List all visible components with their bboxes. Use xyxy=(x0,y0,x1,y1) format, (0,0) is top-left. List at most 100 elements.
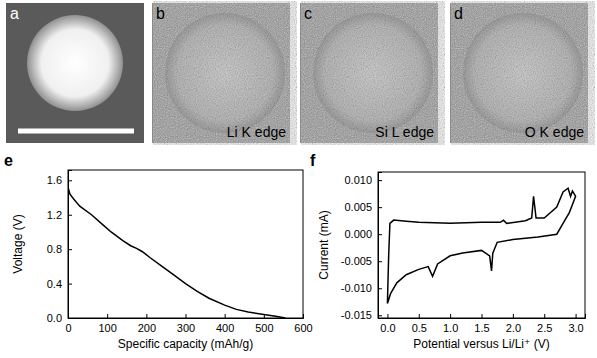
tick-mark xyxy=(513,314,514,318)
tick-label: 1.6 xyxy=(47,174,62,186)
tick: -0.005 xyxy=(341,255,382,267)
tick: 0.4 xyxy=(47,278,72,290)
tick-label: 0.005 xyxy=(344,201,372,213)
tick-mark xyxy=(68,284,72,285)
tick-label: 0.0 xyxy=(380,322,395,334)
tick-mark xyxy=(146,314,147,318)
tick: 600 xyxy=(294,314,312,334)
panel-caption: O K edge xyxy=(525,124,584,140)
tick-label: 1.5 xyxy=(474,322,489,334)
tick: -0.015 xyxy=(341,309,382,321)
tick: 1.2 xyxy=(47,209,72,221)
tick: 2.0 xyxy=(506,314,521,334)
tick: 0.005 xyxy=(344,201,382,213)
tick: 400 xyxy=(216,314,234,334)
image-background xyxy=(300,3,438,143)
tick: 500 xyxy=(255,314,273,334)
tick-label: 200 xyxy=(138,322,156,334)
image-panel: c Si L edge xyxy=(300,3,438,143)
tick: 100 xyxy=(98,314,116,334)
plot-frame xyxy=(68,170,303,318)
tick: 0.0 xyxy=(47,312,72,324)
tick: 0.0 xyxy=(380,314,395,334)
panel-caption: Li K edge xyxy=(227,124,286,140)
x-axis-title: Specific capacity (mAh/g) xyxy=(118,337,253,351)
panel-label: f xyxy=(310,152,316,169)
tick: 200 xyxy=(138,314,156,334)
image-panel: a xyxy=(6,3,144,143)
tick-label: 0.4 xyxy=(47,278,62,290)
tick: 0.000 xyxy=(344,228,382,240)
tick-mark xyxy=(68,215,72,216)
tick: 2.5 xyxy=(537,314,552,334)
chart: 0 100 200 300 400 500 600 0.0 0.4 0.8 1.2 1.6 Specif… xyxy=(4,152,313,351)
image-background xyxy=(6,3,144,143)
tick-mark xyxy=(378,315,382,316)
tick: 0.010 xyxy=(344,174,382,186)
tick-mark xyxy=(378,207,382,208)
tick-mark xyxy=(68,249,72,250)
scale-bar xyxy=(18,129,134,134)
axis-line xyxy=(379,173,383,319)
y-axis: -0.015-0.010-0.0050.0000.0050.010 xyxy=(341,173,382,322)
tick-mark xyxy=(225,314,226,318)
tick-mark xyxy=(68,318,72,319)
panel-label: c xyxy=(304,5,312,22)
plot-area xyxy=(387,188,575,303)
data-line xyxy=(387,188,575,303)
image-panel: d O K edge xyxy=(450,3,588,143)
y-axis-title: Current (mA) xyxy=(317,210,331,279)
tick-label: 500 xyxy=(255,322,273,334)
tick: 0.5 xyxy=(412,314,427,334)
tick: 1.0 xyxy=(443,314,458,334)
panel-label: d xyxy=(454,5,463,22)
tick-mark xyxy=(378,288,382,289)
tick-label: 0.8 xyxy=(47,243,62,255)
tick: 3.0 xyxy=(568,314,583,334)
particle xyxy=(27,15,123,111)
chart: 0.00.51.01.52.02.53.0-0.015-0.010-0.0050… xyxy=(310,152,586,351)
tick-mark xyxy=(419,314,420,318)
tick-label: 400 xyxy=(216,322,234,334)
tick-mark xyxy=(378,234,382,235)
tick-label: 0.000 xyxy=(344,228,372,240)
tick-label: 2.5 xyxy=(537,322,552,334)
tick-label: -0.005 xyxy=(341,255,372,267)
panel-label: a xyxy=(10,5,19,22)
tick-mark xyxy=(482,314,483,318)
particle xyxy=(165,13,285,133)
tick-mark xyxy=(68,180,72,181)
image-background xyxy=(152,3,290,143)
y-axis-title: Voltage (V) xyxy=(11,214,25,273)
panel-label: b xyxy=(156,5,165,22)
tick: 300 xyxy=(177,314,195,334)
tick-mark xyxy=(450,314,451,318)
panel-caption: Si L edge xyxy=(375,124,434,140)
x-axis-title: Potential versus Li/Li⁺ (V) xyxy=(413,337,549,351)
tick-mark xyxy=(303,314,304,318)
tick: 0.8 xyxy=(47,243,72,255)
plot-area xyxy=(68,187,285,318)
tick-label: 100 xyxy=(98,322,116,334)
tick-label: 300 xyxy=(177,322,195,334)
tick-mark xyxy=(544,314,545,318)
tick-label: 0.010 xyxy=(344,174,372,186)
tick-mark xyxy=(378,261,382,262)
tick-label: 0.0 xyxy=(47,312,62,324)
panel-label: e xyxy=(4,152,13,169)
tick-mark xyxy=(387,314,388,318)
tick-label: -0.015 xyxy=(341,309,372,321)
image-background xyxy=(450,3,588,143)
tick-mark xyxy=(186,314,187,318)
tick-mark xyxy=(378,180,382,181)
tick-mark xyxy=(107,314,108,318)
data-line xyxy=(68,187,285,318)
tick-label: 1.2 xyxy=(47,209,62,221)
tick: 1.5 xyxy=(474,314,489,334)
tick-label: 600 xyxy=(294,322,312,334)
tick-mark xyxy=(576,314,577,318)
tick-label: 0 xyxy=(65,322,71,334)
particle xyxy=(313,13,433,133)
x-axis: 0.0 0.5 1.0 1.5 2.0 2.5 3.0 xyxy=(379,314,586,334)
tick-label: 2.0 xyxy=(506,322,521,334)
